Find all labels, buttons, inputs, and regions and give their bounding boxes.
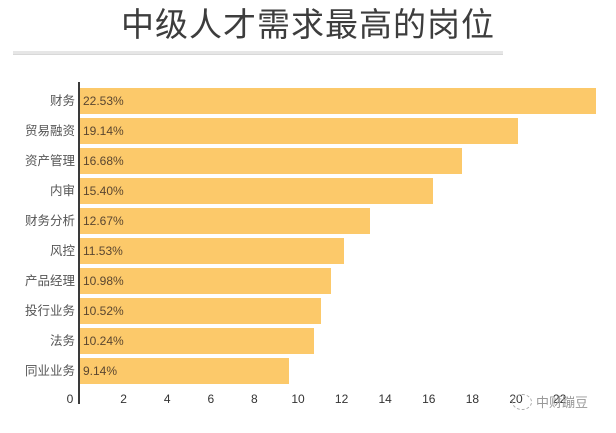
value-label: 11.53% — [83, 244, 123, 258]
category-label: 资产管理 — [24, 153, 75, 168]
category-label: 同业业务 — [24, 363, 75, 378]
x-tick-label: 2 — [120, 392, 127, 406]
x-tick-label: 4 — [163, 392, 171, 406]
x-tick-label: 12 — [334, 392, 349, 406]
x-tick-label: 6 — [207, 392, 215, 406]
bar — [80, 88, 596, 114]
value-label: 12.67% — [83, 214, 124, 228]
value-label: 10.24% — [83, 334, 124, 348]
bar — [80, 178, 433, 204]
chart-title: 中级人才需求最高的岗位 — [121, 5, 495, 44]
category-label: 财务 — [49, 93, 75, 108]
y-axis-line — [78, 82, 80, 404]
category-label: 财务分析 — [24, 213, 75, 228]
bar — [80, 148, 462, 174]
value-label: 16.68% — [83, 154, 124, 168]
watermark-text: 中财蹦豆 — [536, 396, 589, 411]
bar — [80, 268, 332, 294]
x-tick-label: 14 — [378, 392, 392, 406]
bar — [80, 208, 371, 234]
bar — [80, 328, 315, 354]
bar — [80, 358, 290, 384]
value-label: 19.14% — [83, 124, 124, 138]
x-tick-label: 16 — [422, 392, 436, 406]
bar — [80, 238, 345, 264]
bar — [80, 298, 321, 324]
value-label: 10.52% — [83, 304, 124, 318]
x-tick-label: 0 — [66, 392, 74, 406]
wechat-icon — [512, 393, 532, 410]
value-label: 22.53% — [83, 94, 124, 108]
x-tick-label: 10 — [291, 392, 305, 406]
x-tick-label: 22 — [552, 392, 567, 406]
x-tick-label: 18 — [465, 392, 480, 406]
value-label: 10.98% — [83, 274, 124, 288]
title-divider — [13, 51, 503, 55]
category-label: 贸易融资 — [24, 123, 75, 138]
category-label: 法务 — [49, 333, 75, 348]
category-label: 内审 — [49, 183, 75, 198]
category-label: 风控 — [49, 243, 75, 258]
value-label: 15.40% — [83, 184, 124, 198]
category-label: 产品经理 — [24, 273, 75, 288]
value-label: 9.14% — [83, 364, 118, 378]
category-label: 投行业务 — [24, 303, 75, 318]
bar — [80, 118, 519, 144]
watermark: 中财蹦豆 — [512, 392, 588, 411]
x-tick-label: 8 — [251, 392, 258, 406]
